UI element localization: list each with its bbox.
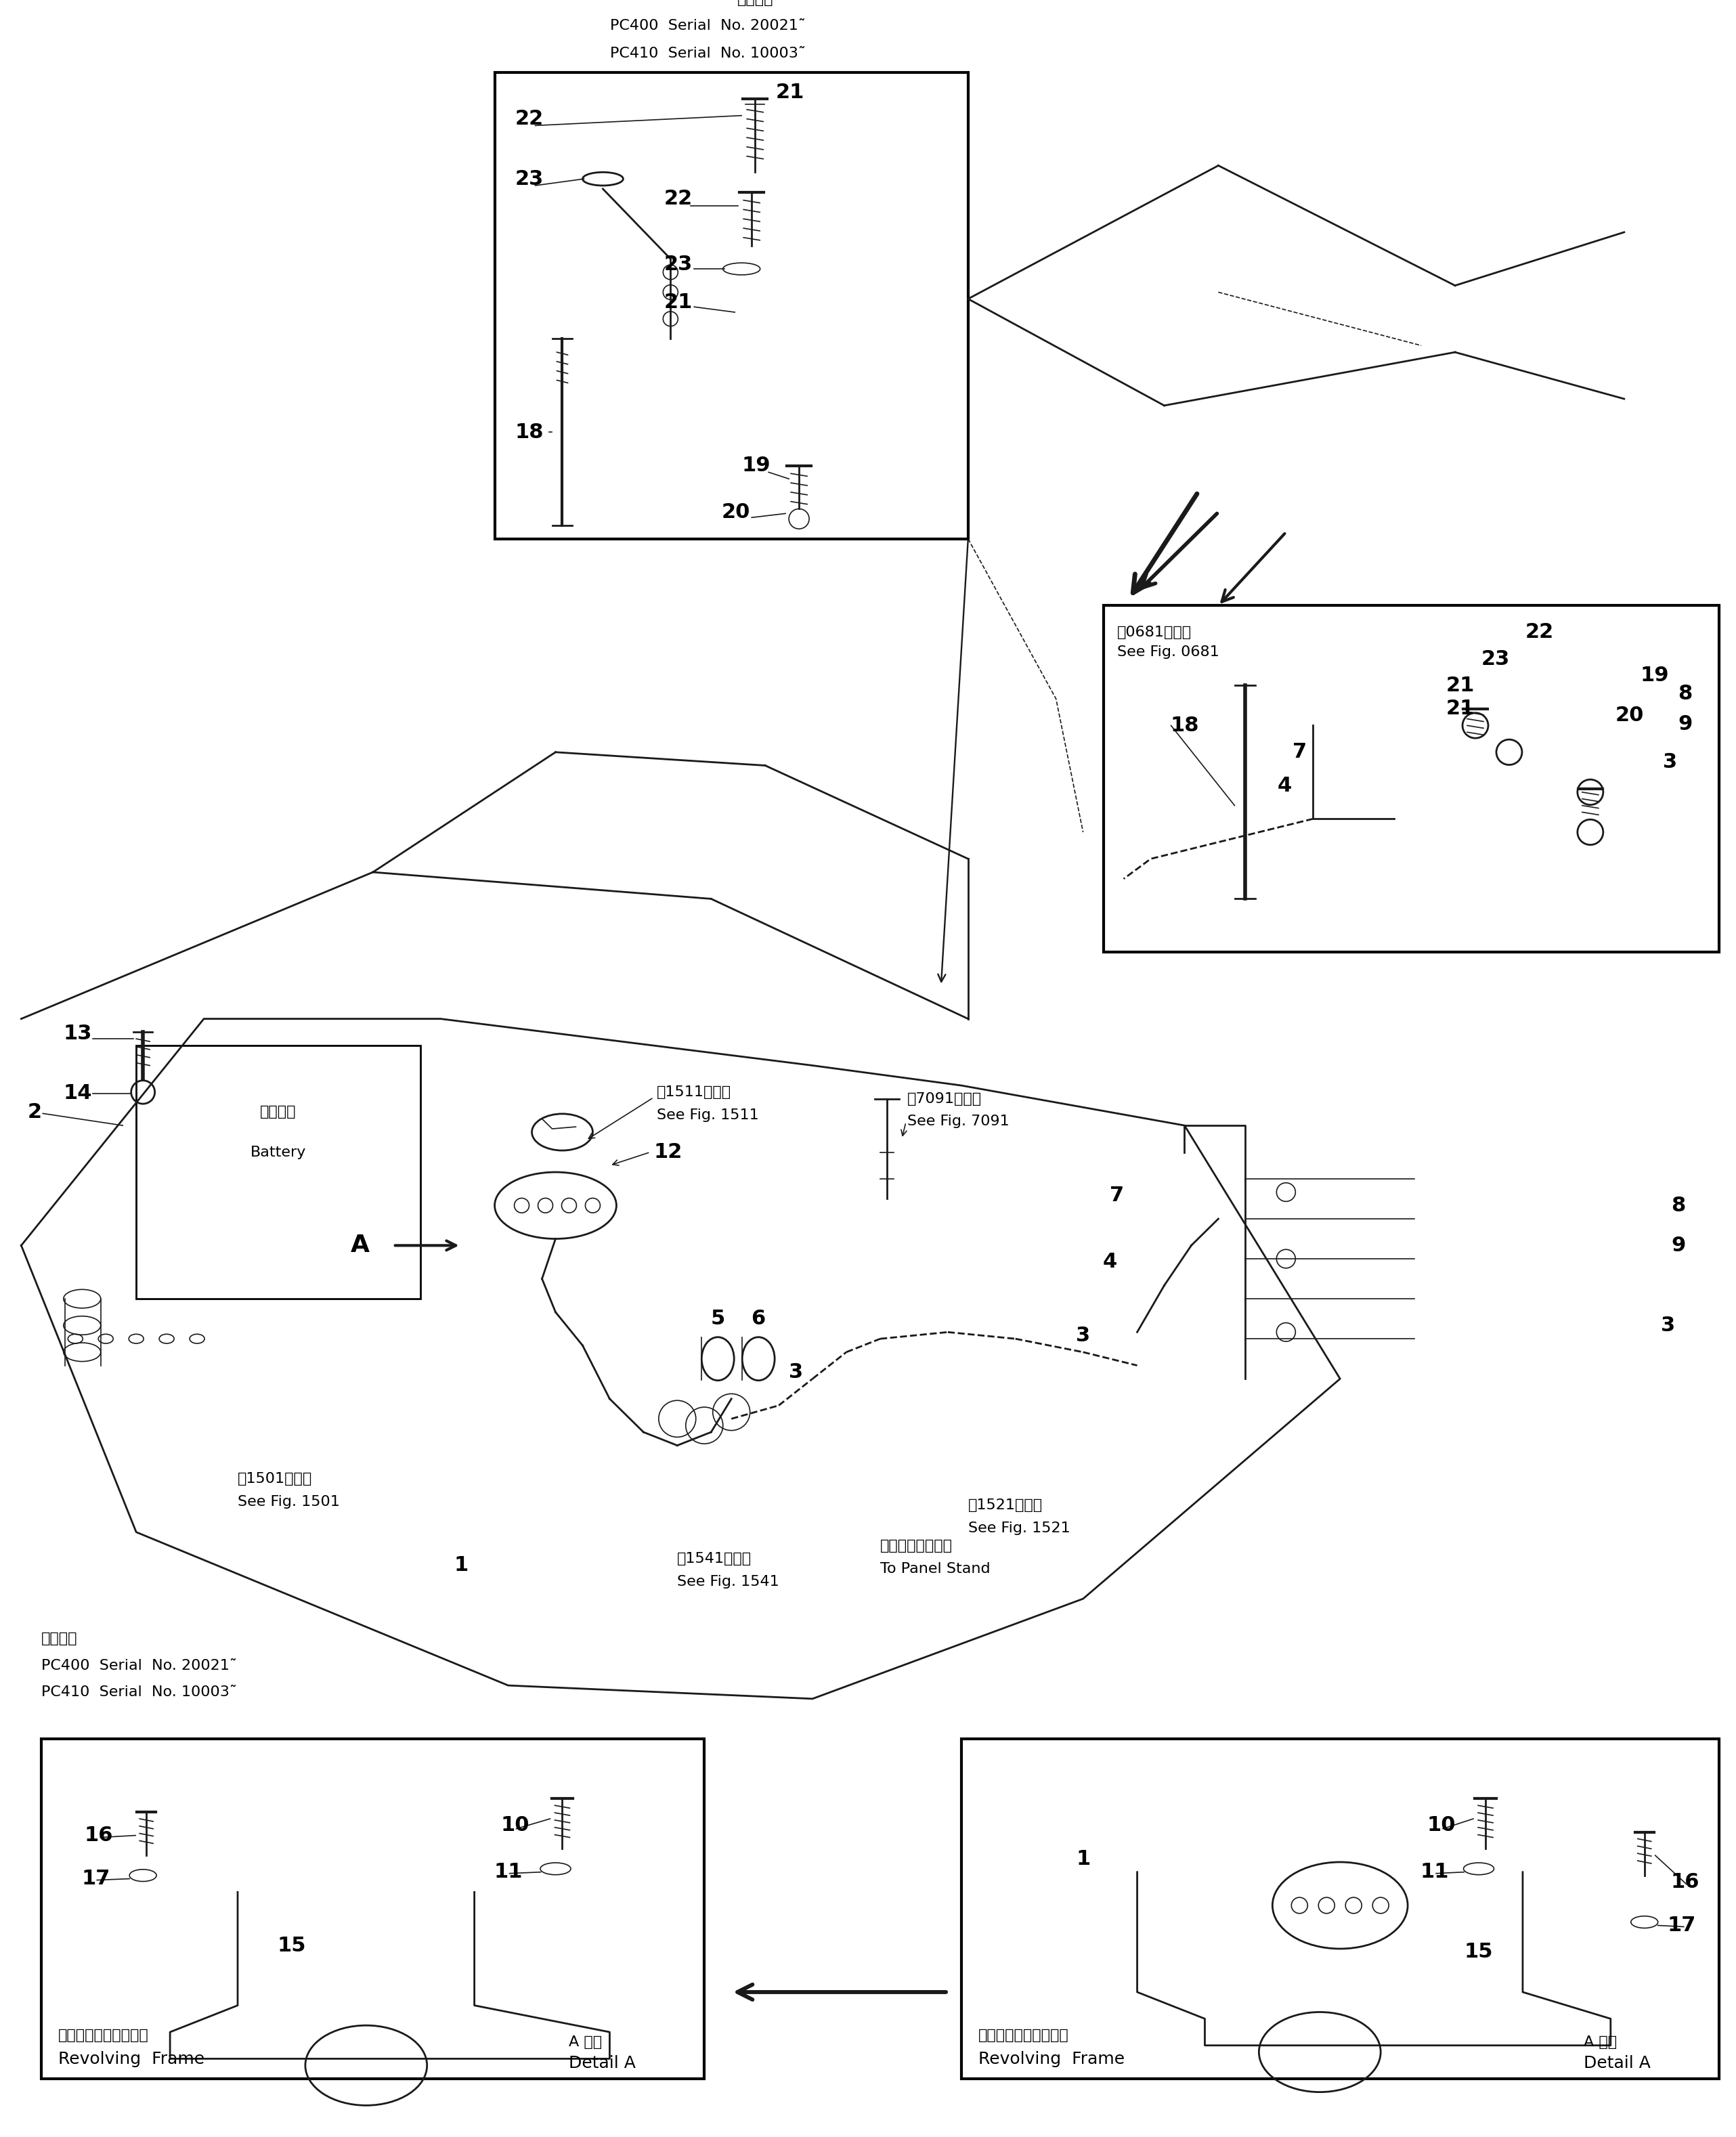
Bar bbox=[495, 73, 969, 539]
Text: 4: 4 bbox=[1278, 776, 1292, 795]
Text: 11: 11 bbox=[1420, 1861, 1450, 1883]
Text: 22: 22 bbox=[1526, 622, 1554, 641]
Text: Detail A: Detail A bbox=[569, 2056, 635, 2071]
Text: Revolving  Frame: Revolving Frame bbox=[979, 2052, 1125, 2066]
Text: 第1511図参照: 第1511図参照 bbox=[656, 1086, 731, 1098]
Text: PC410  Serial  No. 10003˜: PC410 Serial No. 10003˜ bbox=[42, 1686, 238, 1699]
Bar bbox=[962, 1740, 1719, 2079]
Text: 17: 17 bbox=[82, 1870, 109, 1889]
Text: See Fig. 1521: See Fig. 1521 bbox=[969, 1522, 1069, 1534]
Text: PC410  Serial  No. 10003˜: PC410 Serial No. 10003˜ bbox=[609, 47, 806, 60]
Bar bbox=[1104, 605, 1719, 953]
Text: 第1501図参照: 第1501図参照 bbox=[238, 1472, 312, 1485]
Text: A: A bbox=[351, 1233, 370, 1257]
Text: 20: 20 bbox=[720, 502, 750, 521]
Text: PC400  Serial  No. 20021˜: PC400 Serial No. 20021˜ bbox=[42, 1658, 238, 1673]
Text: 21: 21 bbox=[663, 293, 693, 312]
Bar bbox=[42, 1740, 705, 2079]
Text: A 詳細: A 詳細 bbox=[569, 2034, 602, 2049]
Text: 23: 23 bbox=[1481, 650, 1510, 669]
Text: 9: 9 bbox=[1677, 714, 1693, 733]
Text: 6: 6 bbox=[752, 1310, 766, 1329]
Text: 18: 18 bbox=[516, 423, 543, 442]
Text: 21: 21 bbox=[1446, 699, 1476, 718]
Text: See Fig. 0681: See Fig. 0681 bbox=[1116, 645, 1219, 658]
Text: 22: 22 bbox=[516, 109, 543, 128]
Text: To Panel Stand: To Panel Stand bbox=[880, 1562, 990, 1575]
Text: See Fig. 1511: See Fig. 1511 bbox=[656, 1109, 759, 1122]
Text: 10: 10 bbox=[500, 1816, 529, 1836]
Text: 16: 16 bbox=[1670, 1872, 1700, 1891]
Text: 1: 1 bbox=[453, 1556, 469, 1575]
Text: Revolving  Frame: Revolving Frame bbox=[59, 2052, 205, 2066]
Text: 1: 1 bbox=[1076, 1849, 1090, 1868]
Text: 第1541図参照: 第1541図参照 bbox=[677, 1551, 752, 1566]
Text: 3: 3 bbox=[788, 1361, 802, 1383]
Text: 21: 21 bbox=[1446, 675, 1476, 695]
Text: 12: 12 bbox=[653, 1143, 682, 1163]
Text: 15: 15 bbox=[278, 1936, 306, 1955]
Text: 7: 7 bbox=[1109, 1186, 1123, 1205]
Text: 18: 18 bbox=[1170, 716, 1200, 735]
Text: 19: 19 bbox=[1641, 667, 1668, 686]
Text: 20: 20 bbox=[1614, 705, 1644, 724]
Text: 21: 21 bbox=[776, 83, 804, 103]
Text: レボルビングフレーム: レボルビングフレーム bbox=[59, 2028, 149, 2043]
Text: 7: 7 bbox=[1292, 742, 1307, 763]
Text: レボルビングフレーム: レボルビングフレーム bbox=[979, 2028, 1069, 2043]
Text: 10: 10 bbox=[1427, 1816, 1457, 1836]
Bar bbox=[135, 1045, 420, 1299]
Text: バッテリ: バッテリ bbox=[260, 1105, 297, 1120]
Text: 15: 15 bbox=[1465, 1943, 1493, 1962]
Text: 適用号機: 適用号機 bbox=[42, 1633, 78, 1645]
Text: 3: 3 bbox=[1663, 752, 1677, 771]
Text: 9: 9 bbox=[1672, 1235, 1686, 1254]
Text: 19: 19 bbox=[741, 455, 771, 474]
Text: See Fig. 1501: See Fig. 1501 bbox=[238, 1494, 340, 1509]
Text: 14: 14 bbox=[64, 1083, 92, 1103]
Text: 4: 4 bbox=[1102, 1252, 1118, 1272]
Text: Detail A: Detail A bbox=[1583, 2056, 1651, 2071]
Text: 3: 3 bbox=[1076, 1325, 1090, 1346]
Text: 3: 3 bbox=[1661, 1316, 1675, 1336]
Text: Battery: Battery bbox=[250, 1145, 306, 1158]
Text: 22: 22 bbox=[663, 188, 693, 209]
Text: 第0681図参照: 第0681図参照 bbox=[1116, 626, 1191, 639]
Text: 11: 11 bbox=[493, 1861, 523, 1883]
Text: See Fig. 7091: See Fig. 7091 bbox=[908, 1116, 1009, 1128]
Text: See Fig. 1541: See Fig. 1541 bbox=[677, 1575, 779, 1588]
Text: 8: 8 bbox=[1677, 684, 1693, 703]
Text: 23: 23 bbox=[516, 169, 543, 188]
Text: 2: 2 bbox=[28, 1103, 42, 1122]
Text: パネルスタンドへ: パネルスタンドへ bbox=[880, 1539, 953, 1551]
Text: A 詳細: A 詳細 bbox=[1583, 2034, 1616, 2049]
Text: 13: 13 bbox=[64, 1024, 92, 1043]
Text: 5: 5 bbox=[710, 1310, 726, 1329]
Text: 16: 16 bbox=[85, 1825, 113, 1844]
Text: 17: 17 bbox=[1667, 1915, 1696, 1936]
Text: 23: 23 bbox=[663, 254, 693, 274]
Text: 第1521図参照: 第1521図参照 bbox=[969, 1498, 1043, 1513]
Text: 8: 8 bbox=[1672, 1195, 1686, 1216]
Text: 第7091図参照: 第7091図参照 bbox=[908, 1092, 983, 1105]
Text: PC400  Serial  No. 20021˜: PC400 Serial No. 20021˜ bbox=[609, 19, 806, 32]
Text: 適用号機: 適用号機 bbox=[738, 0, 773, 6]
